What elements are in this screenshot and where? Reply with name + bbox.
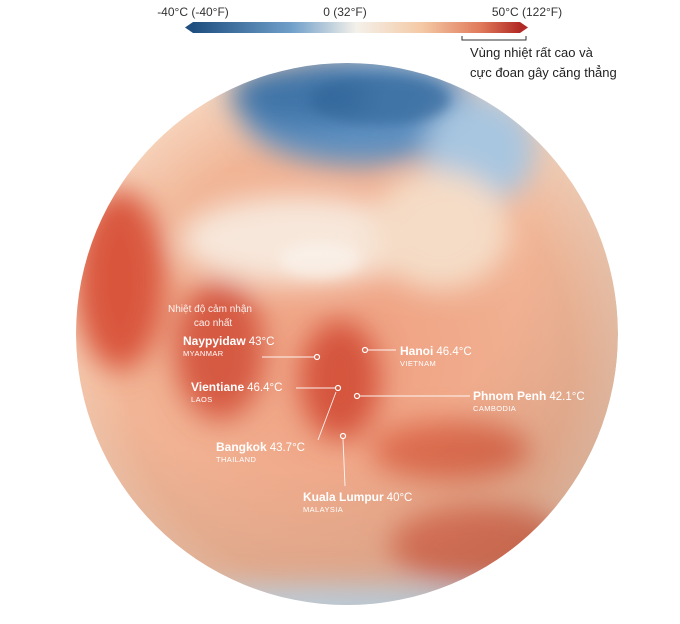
city-temp: 40°C xyxy=(387,492,413,504)
city-name: Naypyidaw xyxy=(183,334,246,348)
city-temp: 42.1°C xyxy=(549,391,584,403)
legend-label: 50°C (122°F) xyxy=(492,5,562,19)
city-name: Vientiane xyxy=(191,380,244,394)
city-country: VIETNAM xyxy=(400,359,436,368)
city-temp: 43°C xyxy=(249,336,275,348)
city-temp: 46.4°C xyxy=(247,382,282,394)
legend-label: -40°C (-40°F) xyxy=(157,5,229,19)
city-name: Hanoi xyxy=(400,344,433,358)
city-name: Bangkok xyxy=(216,440,267,454)
color-bar-end xyxy=(520,22,528,33)
globe xyxy=(76,63,618,605)
city-leaders xyxy=(262,346,470,487)
bracket xyxy=(461,36,527,41)
legend-label: 0 (32°F) xyxy=(323,5,366,19)
city-country: LAOS xyxy=(191,395,213,404)
city-label: Hanoi 46.4°C xyxy=(400,344,472,358)
city-label: Naypyidaw 43°C xyxy=(183,334,274,348)
annotation-text: Nhiệt độ cảm nhận xyxy=(168,304,252,315)
legend-note: cực đoan gây căng thẳng xyxy=(470,65,617,80)
legend-note: Vùng nhiệt rất cao và xyxy=(470,45,594,60)
city-label: Vientiane 46.4°C xyxy=(191,380,282,394)
city-country: MALAYSIA xyxy=(303,505,343,514)
city-country: THAILAND xyxy=(216,455,256,464)
city-label: Phnom Penh 42.1°C xyxy=(473,389,585,403)
city-name: Kuala Lumpur xyxy=(303,490,384,504)
color-bar xyxy=(193,22,520,33)
legend: -40°C (-40°F) 0 (32°F) 50°C (122°F) Vùng… xyxy=(157,5,617,80)
city-country: CAMBODIA xyxy=(473,404,516,413)
annotation-text: cao nhất xyxy=(194,317,233,329)
color-bar-end xyxy=(185,22,193,33)
city-label: Kuala Lumpur 40°C xyxy=(303,490,412,504)
annotation: Nhiệt độ cảm nhận cao nhất xyxy=(168,304,252,329)
city-label: Bangkok 43.7°C xyxy=(216,440,305,454)
city-temp: 43.7°C xyxy=(270,442,305,454)
city-name: Phnom Penh xyxy=(473,389,546,403)
city-country: MYANMAR xyxy=(183,349,224,358)
city-temp: 46.4°C xyxy=(436,346,471,358)
